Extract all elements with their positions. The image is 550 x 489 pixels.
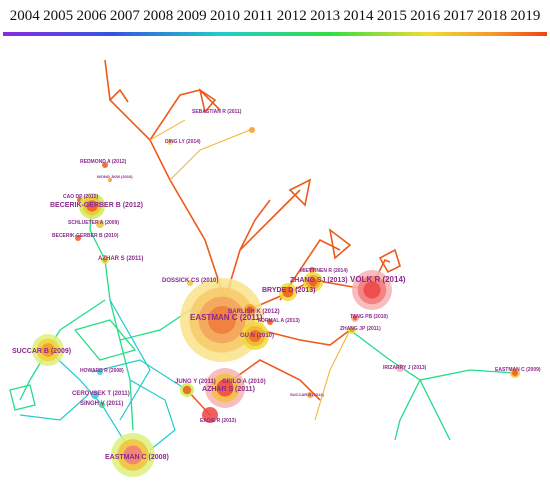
year-label: 2015	[377, 8, 407, 24]
node-label: SINGH V (2011)	[80, 401, 123, 407]
node	[99, 402, 105, 408]
node-label: CEROVSEK T (2011)	[72, 391, 130, 397]
node	[182, 385, 192, 395]
node-label: MIETTINEN R (2014)	[300, 268, 348, 274]
node-label: SEBASTIAN R (2011)	[192, 109, 242, 115]
year-label: 2017	[444, 8, 475, 24]
node-label: EASTMAN C (2011)	[190, 313, 263, 322]
node	[96, 220, 104, 228]
node	[167, 139, 173, 145]
node-label: SCHLUETER A (2009)	[68, 220, 119, 226]
node	[349, 327, 355, 333]
node-label: FORMAL A (2013)	[258, 318, 300, 324]
year-label: 2016	[410, 8, 441, 24]
node	[246, 306, 254, 314]
node-label: AZHAR S (2011)	[202, 386, 255, 393]
node	[91, 391, 99, 399]
node	[249, 330, 261, 342]
node-label: SUCCAR B (2012)	[290, 392, 324, 397]
year-label: 2006	[76, 8, 107, 24]
node-label: BECERIK-GERBER B (2012)	[50, 202, 143, 209]
node-label: IRIZARRY J (2013)	[383, 365, 427, 371]
node-label: REDMOND A (2012)	[80, 159, 127, 165]
node	[202, 407, 218, 423]
node	[102, 257, 108, 263]
year-label: 2011	[244, 8, 273, 24]
node	[123, 445, 143, 465]
node	[267, 319, 273, 325]
node	[187, 280, 193, 286]
node	[308, 277, 318, 287]
year-label: 2004	[10, 8, 41, 24]
node	[512, 370, 518, 376]
node-label: WONG JKW (2010)	[97, 174, 133, 179]
node-label: DOSSICK CS (2010)	[162, 278, 218, 284]
node-label: VOLK R (2014)	[350, 275, 406, 284]
node	[396, 364, 404, 372]
node-label: SUCCAR B (2009)	[12, 348, 71, 355]
node	[216, 379, 234, 397]
node-label: BECERIK-GERBER B (2010)	[52, 233, 119, 239]
node	[363, 281, 381, 299]
node-label: GRILO A (2010)	[222, 379, 266, 385]
node	[352, 315, 358, 321]
node-label: HOWARD R (2008)	[80, 368, 124, 374]
year-label: 2012	[277, 8, 307, 24]
node-label: CAO DP (2015)	[63, 194, 99, 200]
node	[208, 306, 236, 334]
node	[102, 162, 108, 168]
node	[86, 200, 98, 212]
node-label: BARLISH K (2012)	[228, 309, 280, 315]
node	[309, 267, 315, 273]
year-label: 2010	[210, 8, 240, 24]
node-labels: SEBASTIAN R (2011) DING LY (2014) REDMOND …	[12, 109, 541, 461]
node	[307, 392, 313, 398]
year-label: 2013	[310, 8, 340, 24]
year-label: 2005	[43, 8, 73, 24]
node-label: GU N (2010)	[240, 333, 274, 339]
year-label: 2018	[477, 8, 507, 24]
node-label: TANG PB (2010)	[350, 314, 388, 320]
node-label: EADIE R (2013)	[200, 418, 236, 424]
node-label: ZHANG JP (2011)	[340, 326, 381, 332]
node-label: ZHANG SJ (2013)	[290, 277, 348, 284]
year-label: 2008	[143, 8, 173, 24]
node-label: JUNG Y (2011)	[175, 379, 216, 385]
year-label: 2014	[343, 8, 374, 24]
year-label: 2007	[110, 8, 141, 24]
node	[41, 343, 55, 357]
node	[97, 369, 103, 375]
node	[108, 178, 112, 182]
node	[249, 127, 255, 133]
timeline-bar	[3, 32, 547, 36]
node-label: AZHAR S (2011)	[98, 256, 143, 262]
node-label: BRYDE D (2013)	[262, 287, 315, 294]
year-label: 2009	[177, 8, 207, 24]
node-label: EASTMAN C (2008)	[105, 454, 169, 461]
year-label: 2019	[510, 8, 540, 24]
nodes	[32, 127, 520, 477]
node-label: EASTMAN C (2009)	[495, 367, 541, 373]
node	[75, 235, 81, 241]
node-label: DING LY (2014)	[165, 139, 201, 145]
node	[282, 286, 294, 298]
